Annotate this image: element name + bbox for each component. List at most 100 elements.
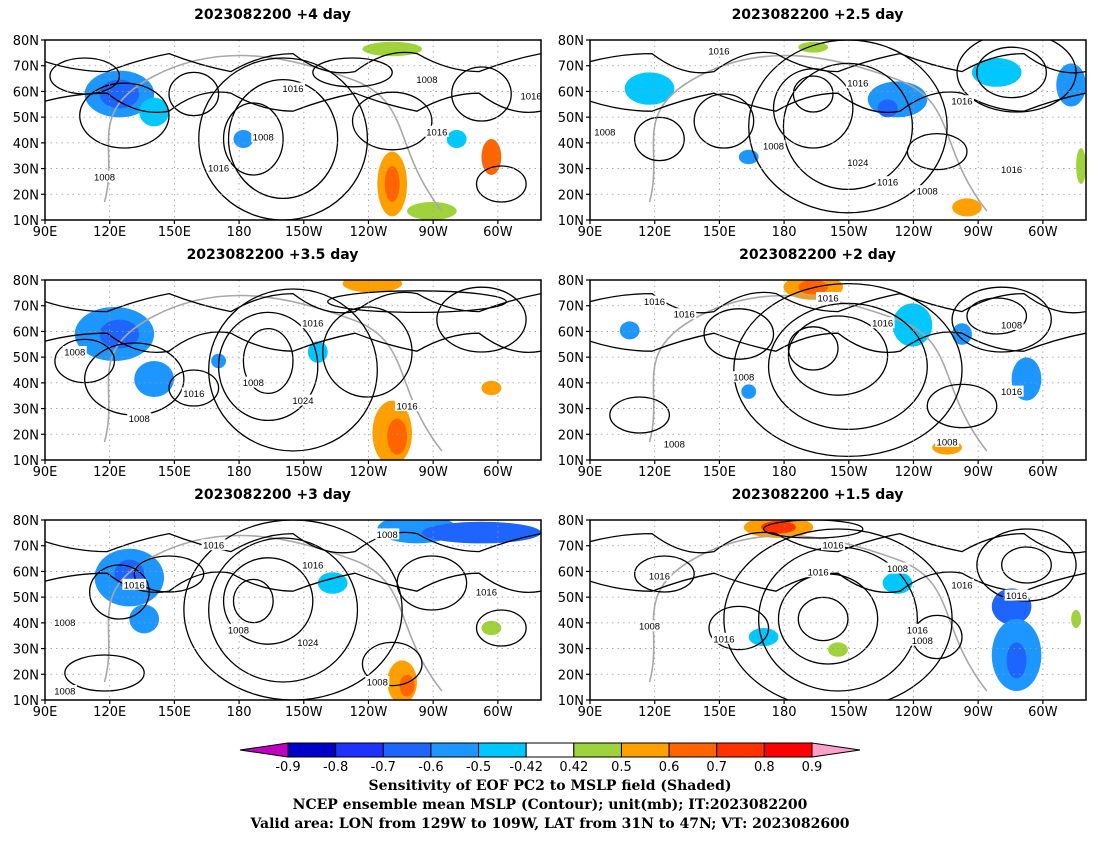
plot-area [590, 40, 1086, 217]
sensitivity-shade [624, 72, 675, 105]
mslp-contour [633, 116, 685, 162]
lat-tick-label: 80N [13, 274, 39, 289]
mslp-contour [45, 91, 541, 114]
sensitivity-shade [134, 361, 174, 397]
contour-label-bg [290, 394, 315, 406]
mslp-contour [183, 520, 403, 700]
lon-tick-label: 120E [93, 465, 126, 480]
colorbar-tick-label: 0.7 [706, 760, 727, 775]
contour-label-bg [414, 73, 439, 85]
colorbar-swatch [335, 742, 384, 758]
contour-label-bg [62, 346, 87, 357]
lat-tick-label: 20N [558, 188, 584, 203]
sensitivity-shade [798, 41, 829, 53]
mslp-contour [222, 102, 284, 176]
mslp-contour [767, 302, 928, 431]
mslp-contour [45, 331, 541, 354]
contour-label-bg [821, 539, 846, 551]
coastline [103, 534, 443, 692]
mslp-contour [748, 40, 948, 214]
contour-label: 1008 [64, 348, 85, 359]
lon-tick-label: 120W [895, 705, 933, 720]
contour-label: 1008 [129, 414, 150, 425]
sensitivity-shade [233, 130, 254, 148]
contour-label: 1008 [367, 678, 388, 689]
mslp-contour [590, 331, 1086, 354]
sensitivity-shade [1006, 642, 1027, 679]
contour-label: 1024 [297, 638, 318, 649]
contour-label: 1016 [426, 127, 447, 138]
colorbar-tick-label: 0.5 [611, 760, 632, 775]
mslp-contour [217, 311, 319, 422]
panel-top-left: 2023082200 +4 day 1008 1016 1008 1016 1016 10… [0, 5, 545, 245]
mslp-contour [797, 596, 849, 642]
colorbar-swatch [287, 742, 337, 758]
lon-tick-label: 90W [418, 225, 448, 240]
lat-tick-label: 50N [558, 591, 584, 606]
colorbar-high-extend [811, 742, 861, 758]
lat-tick-label: 60N [558, 85, 584, 100]
mslp-contour [976, 528, 1077, 602]
colorbar-swatch [478, 742, 527, 758]
plot-frame [44, 39, 542, 221]
lon-tick-label: 150E [158, 705, 191, 720]
lon-tick-label: 120E [93, 225, 126, 240]
panel-mid-right: 2023082200 +2 day 1016 1016 1016 1016 1008 10… [545, 245, 1090, 485]
lat-tick-label: 40N [13, 617, 39, 632]
lon-tick-label: 150W [830, 705, 868, 720]
mslp-contour [787, 315, 889, 396]
lon-tick-label: 90W [418, 705, 448, 720]
contour-label-bg [731, 371, 756, 383]
contour-label-bg [711, 632, 736, 644]
mslp-contour [733, 282, 963, 458]
contour-label: 1016 [808, 568, 829, 579]
contour-label-bg [181, 387, 206, 399]
contour-label-bg [251, 131, 276, 143]
plot-frame [589, 39, 1087, 221]
lat-tick-label: 40N [13, 137, 39, 152]
contour-label-bg [647, 569, 672, 581]
contour-label: 1016 [1006, 591, 1027, 602]
colorbar-swatch [573, 742, 622, 758]
contour-label: 1016 [644, 297, 665, 308]
contour-label-bg [637, 620, 662, 632]
contour-label-bg [761, 140, 786, 152]
mslp-contour [312, 57, 393, 88]
contour-label: 1008 [228, 625, 249, 636]
contour-label-bg [474, 586, 499, 597]
mslp-contour [227, 78, 339, 200]
map-plot: 1016 1016 1016 1016 1008 1008 1016 1008 1008 80N 7… [558, 274, 1087, 480]
coastline [648, 54, 988, 212]
contour-label: 1008 [917, 187, 938, 198]
panel-title: 2023082200 +3 day [194, 487, 351, 503]
lat-tick-label: 10N [13, 454, 39, 469]
contour-label: 1008 [887, 564, 908, 575]
contour-label-bg [122, 578, 147, 590]
lat-tick-label: 30N [558, 643, 584, 658]
lat-tick-label: 60N [558, 325, 584, 340]
contour-label: 1016 [708, 46, 729, 57]
lon-tick-label: 180 [772, 465, 797, 480]
lat-tick-label: 60N [13, 565, 39, 580]
lat-tick-label: 10N [558, 694, 584, 709]
contour-label: 1016 [951, 97, 972, 108]
lat-tick-label: 10N [13, 214, 39, 229]
lat-tick-label: 60N [13, 325, 39, 340]
lat-tick-label: 20N [13, 668, 39, 683]
contour-label: 1016 [818, 294, 839, 305]
lat-tick-label: 50N [558, 111, 584, 126]
caption-line-3: Valid area: LON from 129W to 109W, LAT f… [250, 816, 850, 832]
panel-title: 2023082200 +2.5 day [731, 7, 904, 23]
contour-label: 1008 [594, 127, 615, 138]
lon-tick-label: 60W [1028, 225, 1058, 240]
contour-label-bg [950, 95, 974, 107]
contour-label-bg [52, 616, 77, 628]
colorbar-tick-label: -0.9 [275, 760, 300, 775]
colorbar-tick-label: -0.6 [418, 760, 443, 775]
mslp-contour [475, 165, 527, 203]
sensitivity-shade [619, 321, 640, 340]
lon-tick-label: 90E [578, 705, 603, 720]
contour-label-bg [375, 528, 400, 540]
contour-label: 1016 [1001, 387, 1022, 398]
mslp-contour [708, 605, 770, 651]
